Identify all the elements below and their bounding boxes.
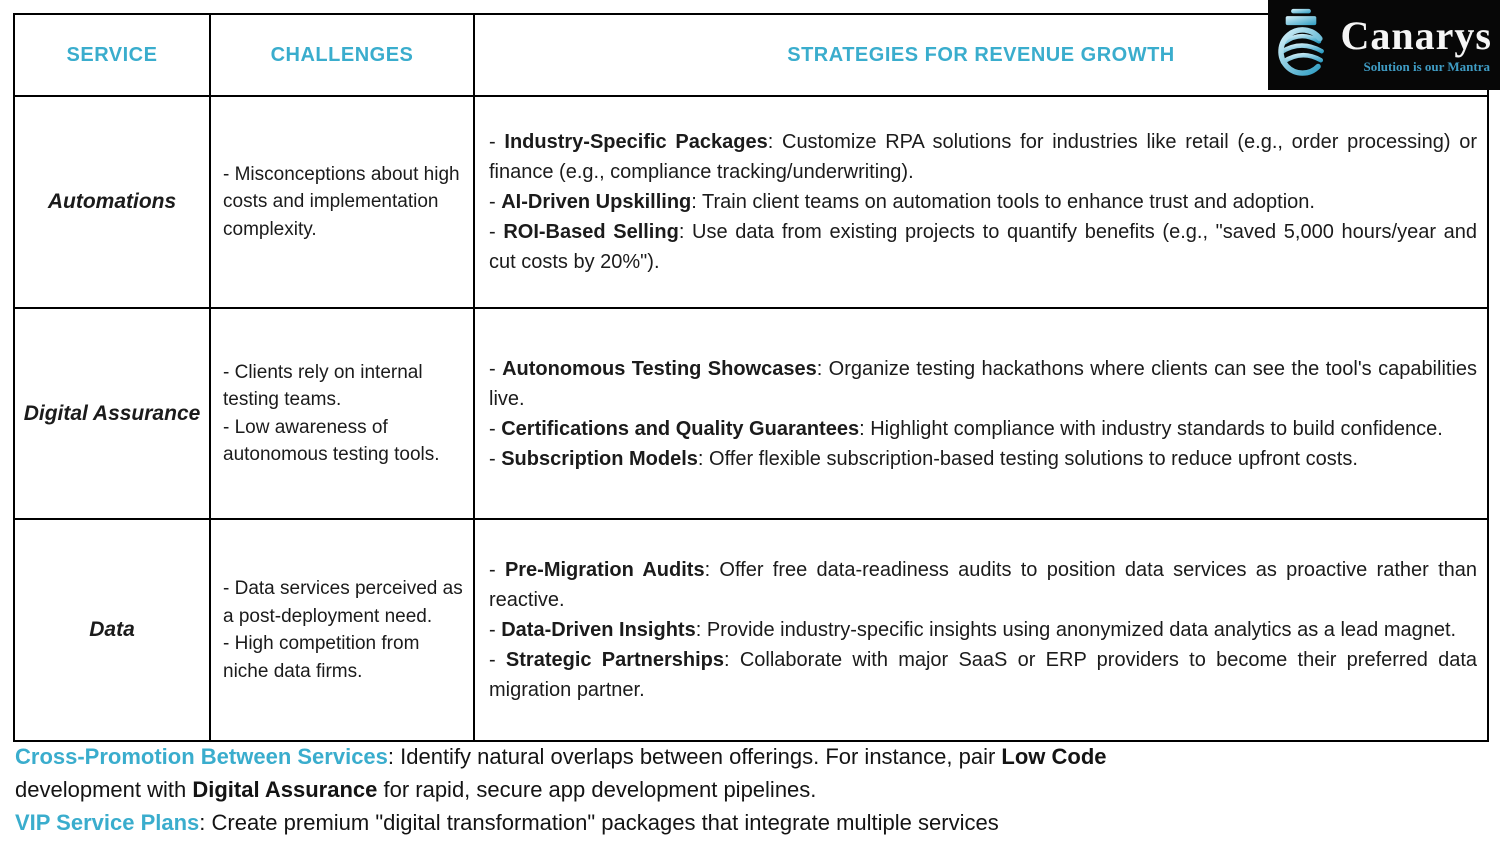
- strategy-label: Autonomous Testing Showcases: [502, 357, 817, 380]
- footer-text-span: Digital Assurance: [192, 777, 378, 802]
- strategy-label: AI-Driven Upskilling: [501, 191, 692, 213]
- canarys-logo: Canarys Solution is our Mantra: [1268, 0, 1500, 90]
- challenge-item: - Data services perceived as a post-depl…: [223, 578, 463, 627]
- strategy-label: Industry-Specific Packages: [504, 131, 768, 153]
- service-name-cell: Data: [13, 518, 211, 742]
- strategies-cell: - Industry-Specific Packages: Customize …: [473, 95, 1489, 309]
- strategy-item: - Data-Driven Insights: Provide industry…: [489, 619, 1457, 641]
- header-challenges: CHALLENGES: [209, 13, 475, 97]
- challenges-cell: - Data services perceived as a post-depl…: [209, 518, 475, 742]
- header-service: SERVICE: [13, 13, 211, 97]
- strategy-item: - AI-Driven Upskilling: Train client tea…: [489, 191, 1315, 213]
- footer-text-span: : Identify natural overlaps between offe…: [387, 744, 1002, 769]
- strategy-item: - Industry-Specific Packages: Customize …: [489, 131, 1478, 183]
- service-name-cell: Automations: [13, 95, 211, 309]
- challenge-item: - Clients rely on internal testing teams…: [223, 361, 423, 411]
- strategy-label: ROI-Based Selling: [503, 221, 679, 243]
- strategies-cell: - Autonomous Testing Showcases: Organize…: [473, 307, 1489, 520]
- challenge-item: - Low awareness of autonomous testing to…: [223, 416, 440, 466]
- table-row: Digital Assurance - Clients rely on inter…: [13, 307, 1489, 520]
- footer-text-span: : Create premium "digital transformation…: [199, 810, 999, 835]
- footer-heading-span: Cross-Promotion Between Services: [15, 744, 388, 769]
- strategy-label: Strategic Partnerships: [505, 649, 725, 671]
- footer-text-span: for rapid, secure app development pipeli…: [377, 777, 817, 802]
- strategy-item: - Autonomous Testing Showcases: Organize…: [489, 357, 1478, 410]
- strategy-label: Certifications and Quality Guarantees: [501, 417, 860, 440]
- strategy-item: - Certifications and Quality Guarantees:…: [489, 417, 1443, 440]
- challenges-cell: - Clients rely on internal testing teams…: [209, 307, 475, 520]
- service-name-cell: Digital Assurance: [13, 307, 211, 520]
- challenge-item: - Misconceptions about high costs and im…: [223, 163, 460, 240]
- strategies-cell: - Pre-Migration Audits: Offer free data-…: [473, 518, 1489, 742]
- strategy-item: - Subscription Models: Offer flexible su…: [489, 447, 1358, 470]
- footer-paragraph: Cross-Promotion Between Services: Identi…: [15, 740, 1493, 806]
- footer-heading-span: VIP Service Plans: [15, 810, 200, 835]
- table-row: Data - Data services perceived as a post-…: [13, 518, 1489, 742]
- strategy-item: - Strategic Partnerships: Collaborate wi…: [489, 649, 1478, 701]
- logo-company-name: Canarys: [1340, 13, 1492, 58]
- strategy-item: - ROI-Based Selling: Use data from exist…: [489, 221, 1478, 273]
- services-strategies-table: SERVICE CHALLENGES STRATEGIES FOR REVENU…: [13, 13, 1489, 742]
- footer-notes: Cross-Promotion Between Services: Identi…: [15, 740, 1493, 839]
- strategy-item: - Pre-Migration Audits: Offer free data-…: [489, 559, 1477, 611]
- table-row: Automations - Misconceptions about high c…: [13, 95, 1489, 309]
- footer-text-span: Low Code: [1001, 744, 1107, 769]
- header-row: SERVICE CHALLENGES STRATEGIES FOR REVENU…: [13, 13, 1489, 97]
- strategy-label: Pre-Migration Audits: [504, 559, 705, 581]
- challenge-item: - High competition from niche data firms…: [223, 633, 420, 682]
- challenges-cell: - Misconceptions about high costs and im…: [209, 95, 475, 309]
- logo-text: Canarys Solution is our Mantra: [1328, 15, 1492, 75]
- footer-paragraph: VIP Service Plans: Create premium "digit…: [15, 806, 1493, 839]
- strategy-label: Subscription Models: [501, 447, 698, 470]
- canarys-swirl-bird-icon: [1278, 8, 1324, 76]
- logo-tagline: Solution is our Mantra: [1363, 59, 1490, 74]
- strategy-label: Data-Driven Insights: [501, 619, 696, 641]
- footer-text-span: development with: [15, 777, 193, 802]
